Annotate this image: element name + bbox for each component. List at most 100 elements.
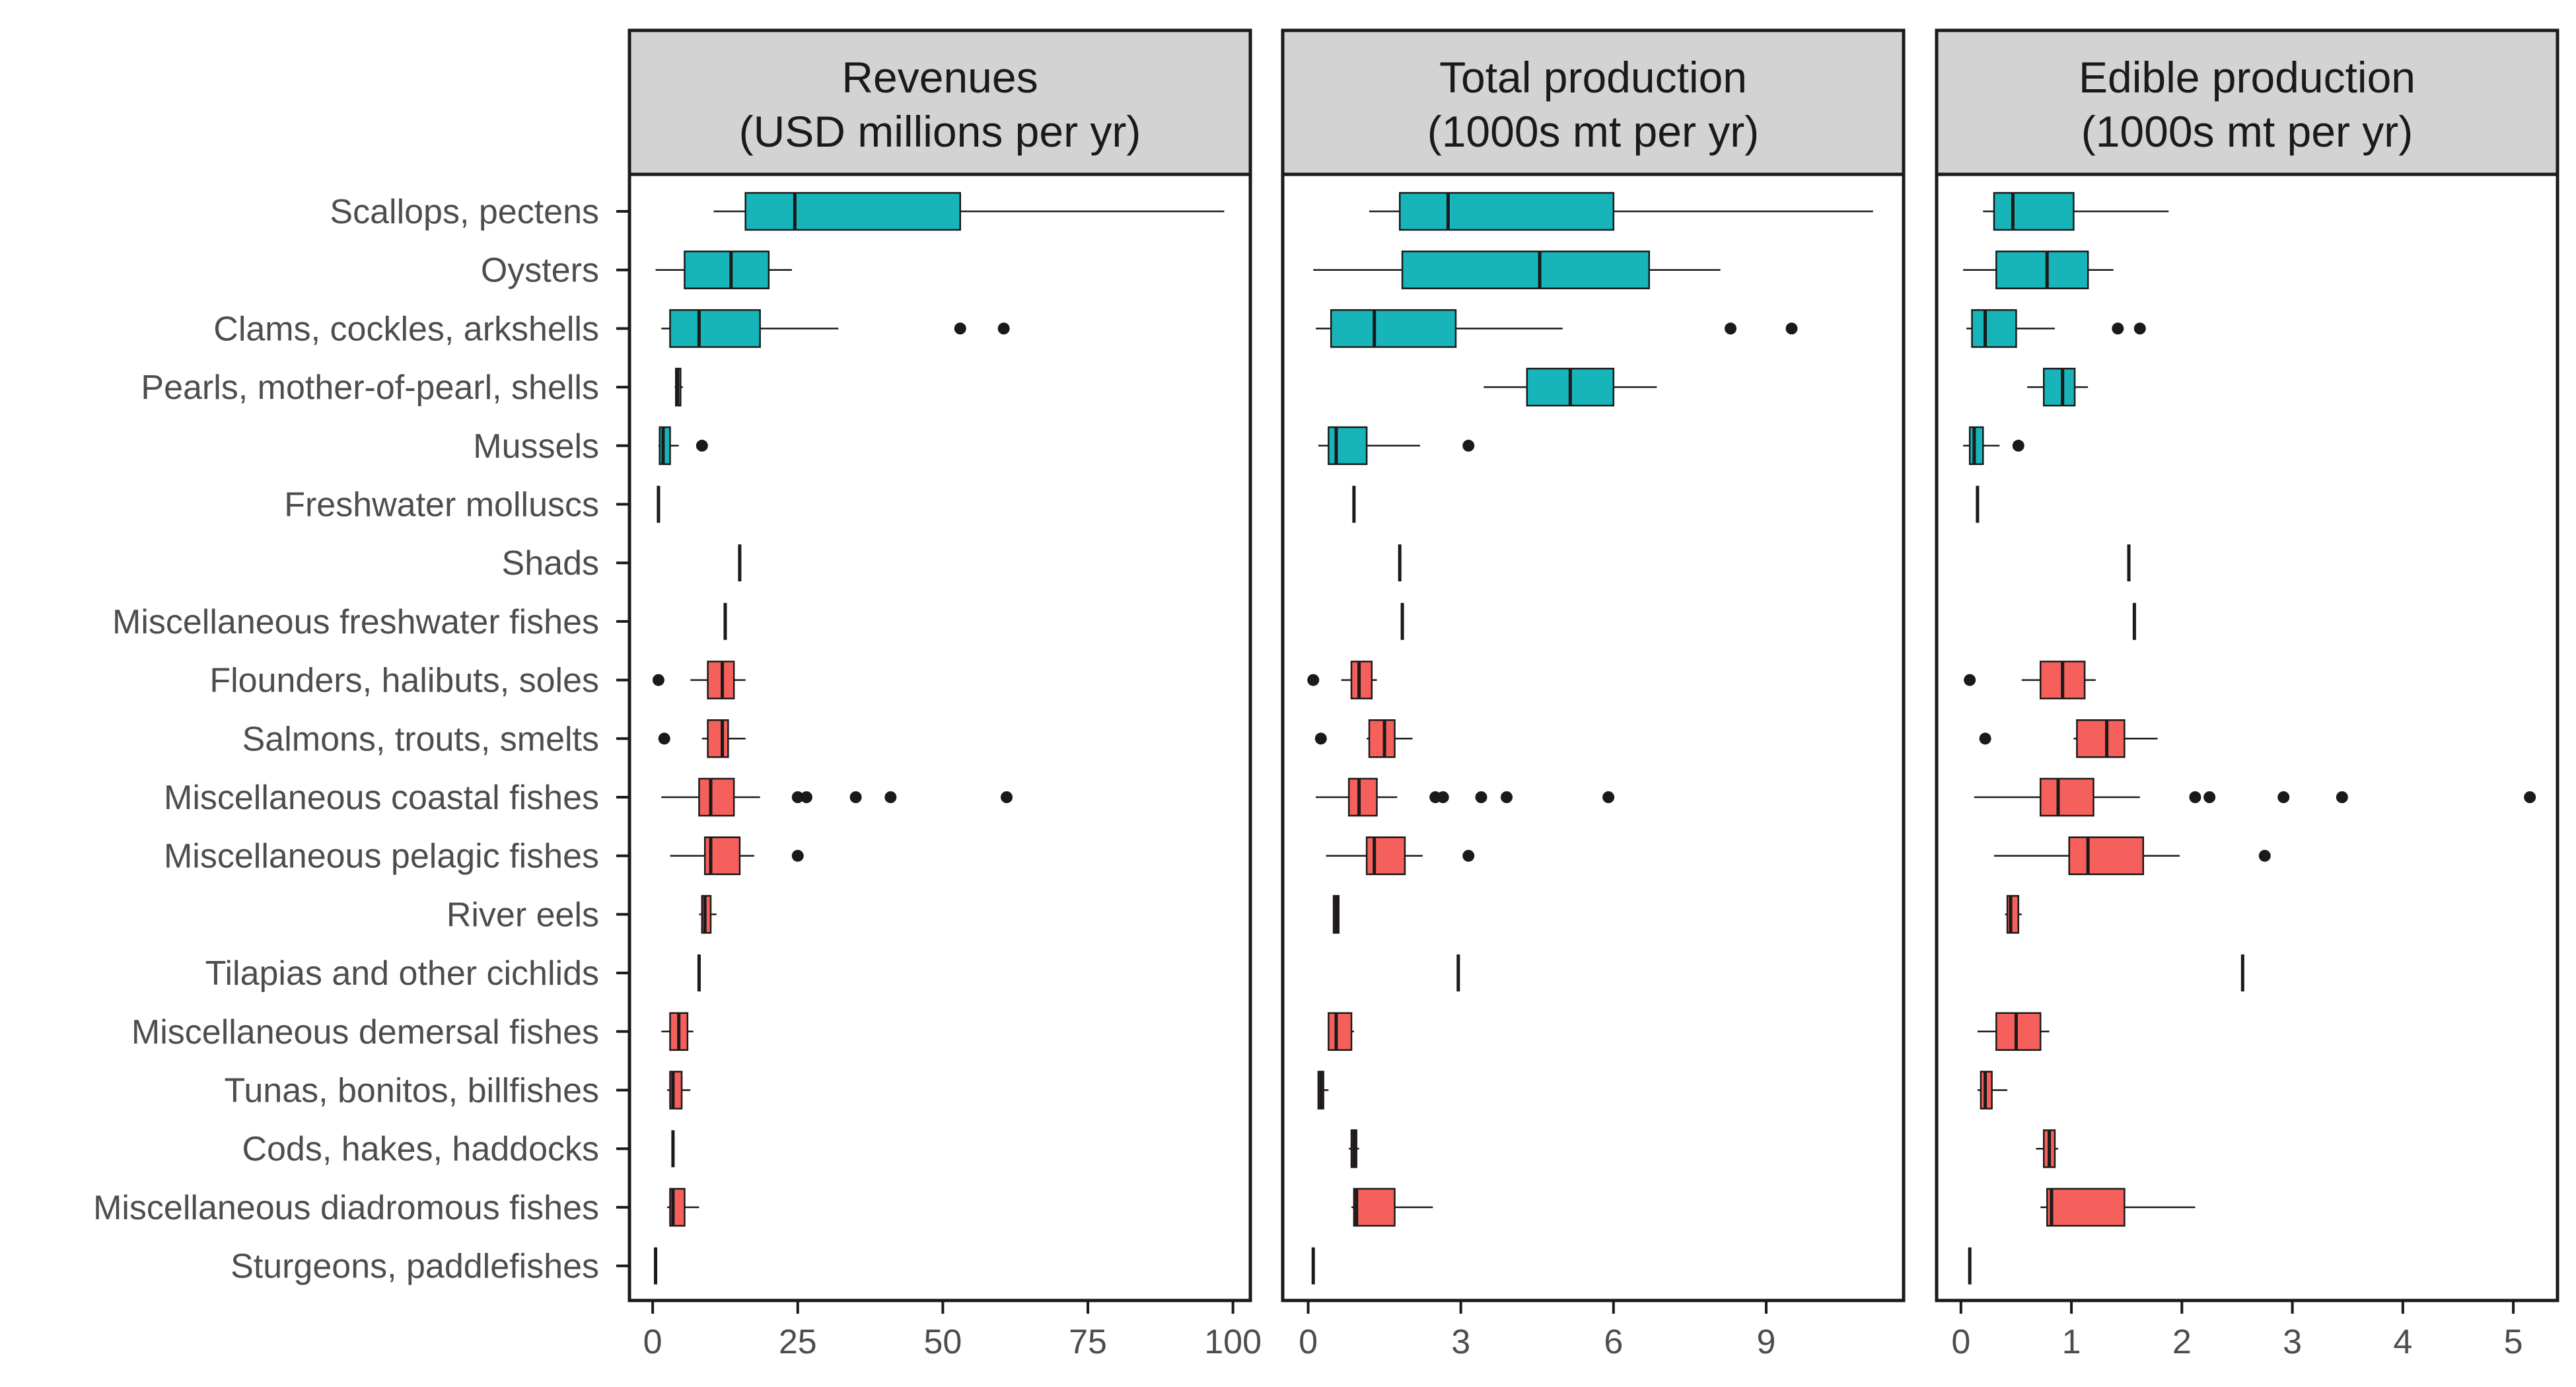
outlier-point <box>2112 322 2124 335</box>
category-label: Sturgeons, paddlefishes <box>231 1248 599 1286</box>
outlier-point <box>1979 732 1991 745</box>
box <box>1365 836 1406 875</box>
box-18 <box>2040 1188 2196 1227</box>
outlier-point <box>800 791 812 803</box>
outlier-point <box>1001 791 1013 803</box>
box-10 <box>658 719 746 758</box>
box <box>1401 250 1651 289</box>
outlier-point <box>1462 439 1475 452</box>
box <box>1328 1012 1353 1051</box>
category-label: Tilapias and other cichlids <box>205 954 599 993</box>
category-label: Miscellaneous pelagic fishes <box>164 837 599 876</box>
category-label: Miscellaneous diadromous fishes <box>93 1189 599 1227</box>
outlier-point <box>1964 674 1976 686</box>
box-17 <box>2036 1129 2058 1168</box>
box <box>1398 192 1615 231</box>
box <box>1328 426 1368 466</box>
box <box>2042 367 2076 407</box>
outlier-point <box>1785 322 1798 335</box>
outlier-point <box>2277 791 2290 803</box>
x-tick-label: 0 <box>1951 1323 1970 1361</box>
box <box>1995 1012 2042 1051</box>
box <box>2068 836 2145 875</box>
box-13 <box>1332 895 1340 934</box>
box-10 <box>1979 719 2158 758</box>
box-2 <box>655 250 792 289</box>
box-16 <box>1977 1071 2008 1110</box>
outlier-point <box>1725 322 1737 335</box>
outlier-point <box>997 322 1010 335</box>
box-3 <box>1316 309 1798 348</box>
box-1 <box>1983 192 2169 231</box>
facet-edible-production-title-line2: (1000s mt per yr) <box>2081 107 2413 156</box>
box-11 <box>1316 777 1615 817</box>
y-axis: Scallops, pectens Oysters Clams, cockles, … <box>93 174 631 1300</box>
outlier-point <box>849 791 862 803</box>
outlier-point <box>884 791 897 803</box>
box-2 <box>1313 250 1721 289</box>
box <box>2039 777 2094 817</box>
box-9 <box>1307 660 1377 699</box>
facet-edible-production-title-line1: Edible production <box>2079 53 2415 102</box>
outlier-point <box>696 439 708 452</box>
box-15 <box>1328 1012 1354 1051</box>
box <box>659 426 671 466</box>
box-10 <box>1314 719 1413 758</box>
box-11 <box>661 777 1013 817</box>
box <box>1995 250 2089 289</box>
facet-edible-production-strip <box>1935 28 2559 176</box>
box-1 <box>1369 192 1873 231</box>
box-12 <box>1326 836 1475 875</box>
x-tick-label: 5 <box>2504 1323 2523 1361</box>
outlier-point <box>2189 791 2201 803</box>
outlier-point <box>2524 791 2536 803</box>
box-12 <box>1993 836 2271 875</box>
box-9 <box>1964 660 2096 699</box>
box <box>1353 1188 1396 1227</box>
outlier-point <box>658 732 670 745</box>
facet-edible-production-ticks: 0 1 2 3 4 5 <box>1937 1298 2558 1361</box>
facet-revenues-ticks: 0 25 50 75 100 <box>629 1298 1262 1361</box>
category-label: Flounders, halibuts, soles <box>209 662 599 700</box>
box-5 <box>1318 426 1475 466</box>
box <box>744 192 961 231</box>
facet-total-production-ticks: 0 3 6 9 <box>1283 1298 1904 1361</box>
box <box>707 719 729 758</box>
box-4 <box>2027 367 2089 407</box>
outlier-point <box>1462 849 1475 862</box>
category-label: Clams, cockles, arkshells <box>213 310 599 348</box>
x-tick-label: 100 <box>1204 1323 1262 1361</box>
facet-total-production: Total production (1000s mt per yr) 0 3 6 9 <box>1281 28 1906 1361</box>
box <box>1330 309 1457 348</box>
facet-edible-production: Edible production (1000s mt per yr) 0 1 2 3… <box>1935 28 2559 1361</box>
outlier-point <box>2203 791 2216 803</box>
facet-total-production-title-line1: Total production <box>1439 53 1747 102</box>
box <box>1993 192 2075 231</box>
outlier-point <box>1602 791 1615 803</box>
box-15 <box>661 1012 694 1051</box>
category-label: Cods, hakes, haddocks <box>242 1130 599 1168</box>
box <box>1968 426 1984 466</box>
box-13 <box>699 895 717 934</box>
outlier-point <box>652 674 664 686</box>
facet-revenues: Revenues (USD millions per yr) 0 25 50 75 10… <box>627 28 1262 1361</box>
box <box>2076 719 2126 758</box>
outlier-point <box>1307 674 1320 686</box>
facet-edible-production-marks <box>1963 192 2536 1285</box>
box-11 <box>1974 777 2536 817</box>
x-tick-label: 75 <box>1069 1323 1107 1361</box>
outlier-point <box>1314 732 1327 745</box>
box-5 <box>658 426 708 466</box>
category-label: River eels <box>447 896 599 934</box>
category-label: Pearls, mother-of-pearl, shells <box>141 369 599 407</box>
facet-revenues-strip <box>627 28 1252 176</box>
facet-revenues-title-line1: Revenues <box>841 53 1038 102</box>
box <box>698 777 735 817</box>
box-5 <box>1963 426 2024 466</box>
box-15 <box>1977 1012 2050 1051</box>
outlier-point <box>954 322 966 335</box>
box-17 <box>1349 1129 1359 1168</box>
box <box>2006 895 2020 934</box>
